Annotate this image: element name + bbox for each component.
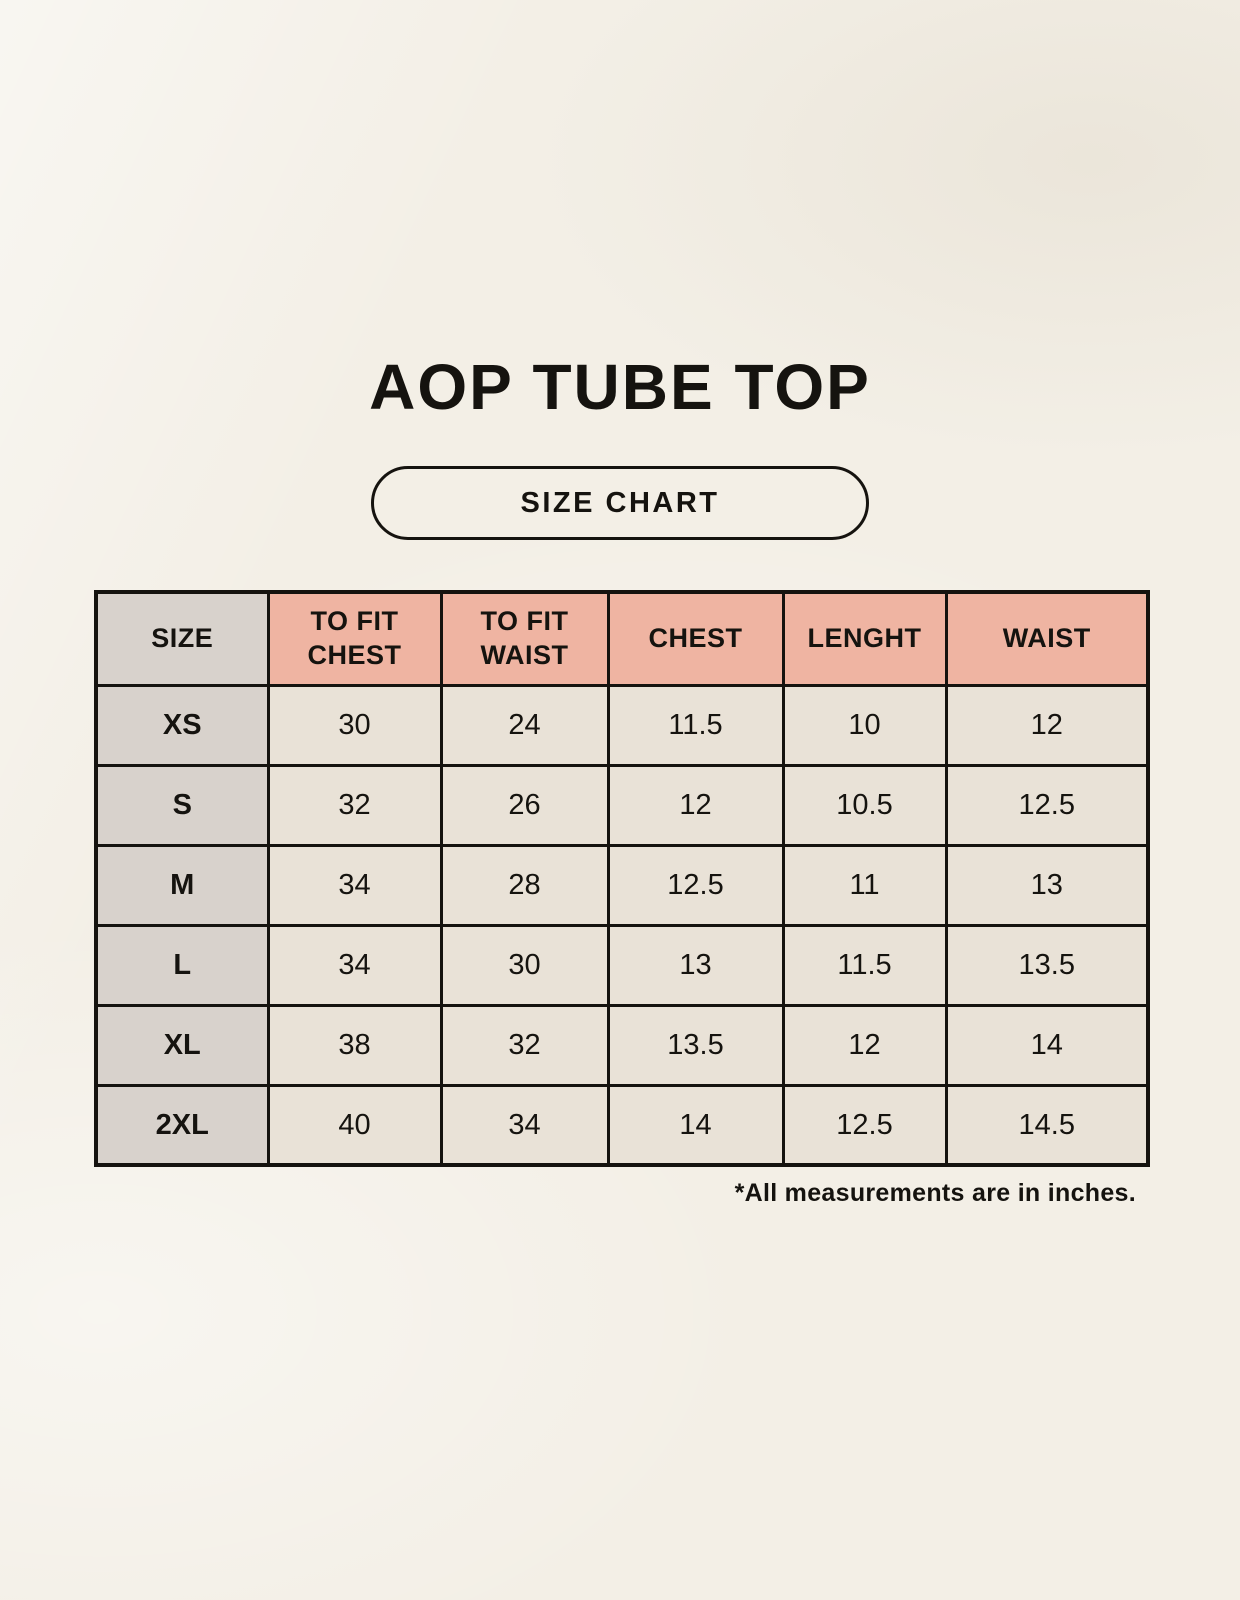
cell-xs-to-fit-waist: 24 <box>439 683 610 767</box>
col-header-waist: WAIST <box>944 590 1150 687</box>
row-label-xl: XL <box>94 1003 270 1087</box>
table-row-s: S 32 26 12 10.5 12.5 <box>94 763 1150 847</box>
cell-l-to-fit-chest: 34 <box>266 923 443 1007</box>
measurement-note: *All measurements are in inches. <box>734 1179 1136 1208</box>
cell-m-to-fit-chest: 34 <box>266 843 443 927</box>
cell-xl-to-fit-chest: 38 <box>266 1003 443 1087</box>
cell-xl-waist: 14 <box>944 1003 1150 1087</box>
cell-s-chest: 12 <box>606 763 785 847</box>
cell-2xl-lenght: 12.5 <box>781 1083 948 1167</box>
cell-l-chest: 13 <box>606 923 785 1007</box>
cell-2xl-chest: 14 <box>606 1083 785 1167</box>
cell-s-lenght: 10.5 <box>781 763 948 847</box>
size-chart-badge-label: SIZE CHART <box>520 486 720 519</box>
size-chart-table-container: SIZE TO FIT CHEST TO FIT WAIST CHEST LEN… <box>94 590 1150 1168</box>
cell-2xl-to-fit-chest: 40 <box>266 1083 443 1167</box>
cell-s-to-fit-waist: 26 <box>439 763 610 847</box>
col-header-chest: CHEST <box>606 590 785 687</box>
row-label-m: M <box>94 843 270 927</box>
size-chart-badge: SIZE CHART <box>371 466 869 541</box>
cell-xs-chest: 11.5 <box>606 683 785 767</box>
cell-l-lenght: 11.5 <box>781 923 948 1007</box>
row-label-s: S <box>94 763 270 847</box>
cell-2xl-waist: 14.5 <box>944 1083 1150 1167</box>
cell-m-lenght: 11 <box>781 843 948 927</box>
page-title: AOP TUBE TOP <box>369 351 871 423</box>
cell-xs-lenght: 10 <box>781 683 948 767</box>
col-header-to-fit-waist: TO FIT WAIST <box>439 590 610 687</box>
cell-xl-to-fit-waist: 32 <box>439 1003 610 1087</box>
cell-xs-waist: 12 <box>944 683 1150 767</box>
cell-s-waist: 12.5 <box>944 763 1150 847</box>
row-label-2xl: 2XL <box>94 1083 270 1167</box>
table-row-xl: XL 38 32 13.5 12 14 <box>94 1003 1150 1087</box>
col-header-lenght: LENGHT <box>781 590 948 687</box>
cell-m-chest: 12.5 <box>606 843 785 927</box>
cell-m-to-fit-waist: 28 <box>439 843 610 927</box>
header-row: SIZE TO FIT CHEST TO FIT WAIST CHEST LEN… <box>94 590 1150 687</box>
row-label-l: L <box>94 923 270 1007</box>
col-header-to-fit-chest: TO FIT CHEST <box>266 590 443 687</box>
table-row-m: M 34 28 12.5 11 13 <box>94 843 1150 927</box>
cell-s-to-fit-chest: 32 <box>266 763 443 847</box>
row-label-xs: XS <box>94 683 270 767</box>
table-row-2xl: 2XL 40 34 14 12.5 14.5 <box>94 1083 1150 1167</box>
cell-2xl-to-fit-waist: 34 <box>439 1083 610 1167</box>
size-chart-table: SIZE TO FIT CHEST TO FIT WAIST CHEST LEN… <box>94 590 1150 1168</box>
cell-l-waist: 13.5 <box>944 923 1150 1007</box>
cell-m-waist: 13 <box>944 843 1150 927</box>
table-row-xs: XS 30 24 11.5 10 12 <box>94 683 1150 767</box>
col-header-size: SIZE <box>94 590 270 687</box>
cell-l-to-fit-waist: 30 <box>439 923 610 1007</box>
cell-xl-lenght: 12 <box>781 1003 948 1087</box>
cell-xs-to-fit-chest: 30 <box>266 683 443 767</box>
cell-xl-chest: 13.5 <box>606 1003 785 1087</box>
table-row-l: L 34 30 13 11.5 13.5 <box>94 923 1150 1007</box>
